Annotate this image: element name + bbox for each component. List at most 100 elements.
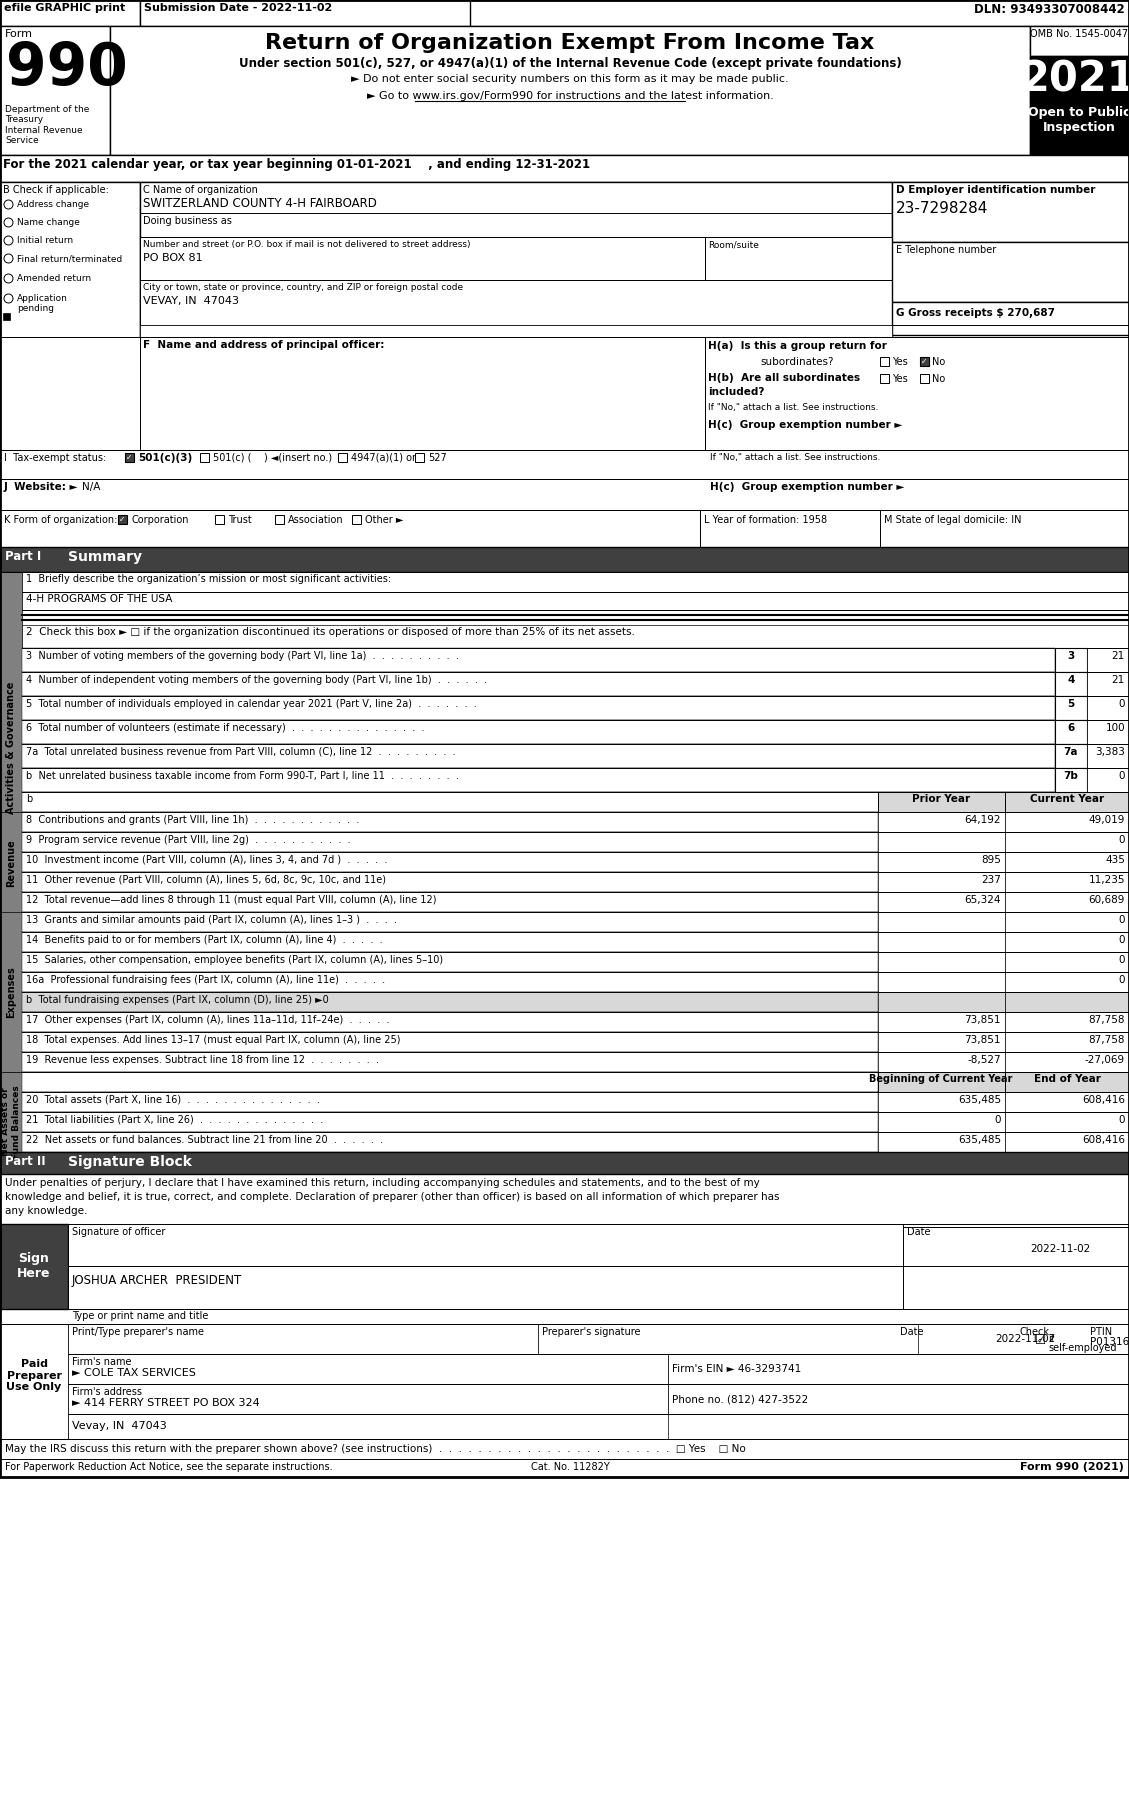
Bar: [1005, 992, 1129, 1012]
Text: 0: 0: [1119, 974, 1124, 985]
Bar: [21, 972, 878, 992]
Bar: [1087, 697, 1129, 720]
Text: 8  Contributions and grants (Part VIII, line 1h)  .  .  .  .  .  .  .  .  .  .  : 8 Contributions and grants (Part VIII, l…: [26, 814, 359, 825]
Text: 73,851: 73,851: [964, 1036, 1001, 1045]
Text: 87,758: 87,758: [1088, 1036, 1124, 1045]
Text: subordinates?: subordinates?: [760, 357, 833, 366]
Text: Trust: Trust: [228, 515, 252, 524]
Text: Name change: Name change: [17, 218, 80, 227]
Text: Date: Date: [907, 1226, 930, 1237]
Text: E Telephone number: E Telephone number: [896, 245, 996, 256]
Bar: [21, 1072, 878, 1092]
Bar: [68, 1324, 539, 1353]
Bar: [1087, 744, 1129, 767]
Text: knowledge and belief, it is true, correct, and complete. Declaration of preparer: knowledge and belief, it is true, correc…: [5, 1192, 779, 1203]
Bar: [21, 1112, 878, 1132]
Bar: [1005, 1072, 1129, 1092]
Bar: [0, 813, 21, 914]
Text: 22  Net assets or fund balances. Subtract line 21 from line 20  .  .  .  .  .  .: 22 Net assets or fund balances. Subtract…: [26, 1136, 383, 1145]
Text: PTIN: PTIN: [1089, 1328, 1112, 1337]
Text: N/A: N/A: [82, 483, 100, 492]
Bar: [1054, 767, 1087, 793]
Text: 5  Total number of individuals employed in calendar year 2021 (Part V, line 2a) : 5 Total number of individuals employed i…: [26, 698, 476, 709]
Bar: [878, 952, 1005, 972]
Text: any knowledge.: any knowledge.: [5, 1206, 87, 1215]
Text: ✓: ✓: [120, 515, 125, 524]
Text: 10  Investment income (Part VIII, column (A), lines 3, 4, and 7d )  .  .  .  .  : 10 Investment income (Part VIII, column …: [26, 854, 387, 865]
Bar: [0, 510, 1129, 548]
Text: No: No: [933, 374, 945, 385]
Bar: [1054, 720, 1087, 744]
Text: For Paperwork Reduction Act Notice, see the separate instructions.: For Paperwork Reduction Act Notice, see …: [5, 1462, 333, 1471]
Text: 0: 0: [1119, 934, 1124, 945]
Text: 3: 3: [1067, 651, 1075, 660]
Bar: [878, 873, 1005, 892]
Text: 527: 527: [428, 454, 447, 463]
Bar: [878, 1032, 1005, 1052]
Bar: [140, 337, 704, 450]
Bar: [0, 571, 21, 920]
Text: b  Total fundraising expenses (Part IX, column (D), line 25) ►0: b Total fundraising expenses (Part IX, c…: [26, 996, 329, 1005]
Text: 0: 0: [1119, 954, 1124, 965]
Text: 73,851: 73,851: [964, 1016, 1001, 1025]
Text: C Name of organization: C Name of organization: [143, 185, 257, 194]
Bar: [879, 374, 889, 383]
Text: Form: Form: [5, 29, 33, 38]
Text: May the IRS discuss this return with the preparer shown above? (see instructions: May the IRS discuss this return with the…: [5, 1444, 746, 1455]
Text: ✓: ✓: [126, 454, 133, 463]
Bar: [21, 720, 1054, 744]
Bar: [0, 1224, 68, 1310]
Text: L Year of formation: 1958: L Year of formation: 1958: [704, 515, 828, 524]
Text: Corporation: Corporation: [131, 515, 189, 524]
Text: Check: Check: [1019, 1328, 1050, 1337]
Text: 3,383: 3,383: [1095, 747, 1124, 756]
Bar: [21, 697, 1054, 720]
Text: 23-7298284: 23-7298284: [896, 201, 988, 216]
Text: 0: 0: [1119, 698, 1124, 709]
Bar: [140, 238, 704, 279]
Text: -27,069: -27,069: [1085, 1056, 1124, 1065]
Bar: [1005, 813, 1129, 833]
Bar: [878, 972, 1005, 992]
Text: 501(c)(3): 501(c)(3): [138, 454, 192, 463]
Text: Yes: Yes: [892, 357, 908, 366]
Text: End of Year: End of Year: [1033, 1074, 1101, 1085]
Bar: [1054, 793, 1129, 813]
Text: OMB No. 1545-0047: OMB No. 1545-0047: [1030, 29, 1128, 38]
Bar: [878, 793, 1005, 813]
Bar: [878, 1132, 1005, 1152]
Text: Part II: Part II: [5, 1156, 45, 1168]
Text: 4  Number of independent voting members of the governing body (Part VI, line 1b): 4 Number of independent voting members o…: [26, 675, 487, 686]
Text: Prior Year: Prior Year: [912, 795, 970, 804]
Text: Firm's name: Firm's name: [72, 1357, 131, 1368]
Bar: [215, 515, 224, 524]
Bar: [21, 793, 1054, 813]
Bar: [1005, 972, 1129, 992]
Bar: [140, 279, 892, 325]
Text: H(b)  Are all subordinates: H(b) Are all subordinates: [708, 374, 860, 383]
Bar: [0, 450, 1129, 479]
Bar: [1087, 767, 1129, 793]
Bar: [0, 0, 140, 25]
Bar: [878, 1072, 1005, 1092]
Text: Form 990 (2021): Form 990 (2021): [1021, 1462, 1124, 1471]
Text: ✓: ✓: [921, 357, 928, 366]
Bar: [21, 952, 878, 972]
Bar: [892, 181, 1129, 241]
Text: I  Tax-exempt status:: I Tax-exempt status:: [5, 454, 106, 463]
Text: 15  Salaries, other compensation, employee benefits (Part IX, column (A), lines : 15 Salaries, other compensation, employe…: [26, 954, 443, 965]
Bar: [21, 1132, 878, 1152]
Text: 0: 0: [1119, 771, 1124, 782]
Bar: [1005, 892, 1129, 912]
Text: 11  Other revenue (Part VIII, column (A), lines 5, 6d, 8c, 9c, 10c, and 11e): 11 Other revenue (Part VIII, column (A),…: [26, 874, 386, 885]
Text: Net Assets or
Fund Balances: Net Assets or Fund Balances: [1, 1085, 20, 1159]
Text: JOSHUA ARCHER  PRESIDENT: JOSHUA ARCHER PRESIDENT: [72, 1273, 243, 1286]
Bar: [1005, 1132, 1129, 1152]
Bar: [0, 1072, 21, 1172]
Bar: [878, 833, 1005, 853]
Text: SWITZERLAND COUNTY 4-H FAIRBOARD: SWITZERLAND COUNTY 4-H FAIRBOARD: [143, 198, 377, 210]
Text: Under penalties of perjury, I declare that I have examined this return, includin: Under penalties of perjury, I declare th…: [5, 1177, 760, 1188]
Bar: [0, 548, 1129, 571]
Bar: [668, 1353, 1129, 1384]
Text: 7a: 7a: [1064, 747, 1078, 756]
